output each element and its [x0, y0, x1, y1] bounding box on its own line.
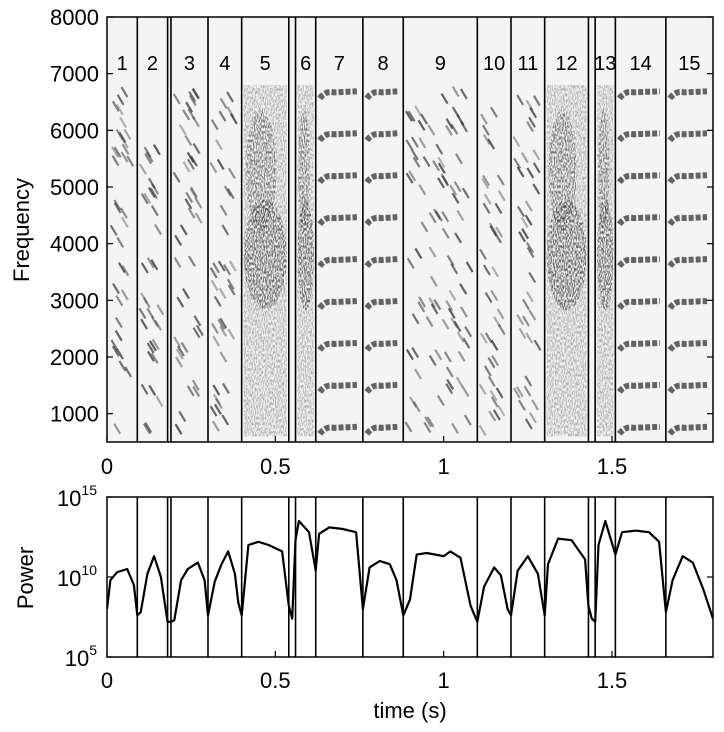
frequency-axis-label: Frequency	[9, 178, 34, 282]
top-time-tick-label: 1.5	[597, 454, 628, 479]
segment-labels: 1 2 3 4 5 6 7 8 9 10 11 12 13 14 15	[117, 53, 701, 75]
segment-texture-3	[172, 88, 204, 435]
segment-label: 14	[629, 53, 651, 75]
time-axis-label: time (s)	[373, 698, 446, 723]
time-tick-label: 0.5	[260, 668, 291, 693]
segment-label: 11	[517, 53, 538, 75]
power-tick-label: 1015	[57, 482, 97, 511]
segment-texture-11	[512, 94, 542, 430]
segment-texture-14	[616, 88, 660, 436]
frequency-tick-label: 4000	[50, 232, 99, 257]
spectrogram-marks	[109, 85, 708, 437]
segment-label: 13	[594, 53, 616, 75]
power-curve	[107, 519, 713, 623]
frequency-tick-label: 7000	[50, 62, 99, 87]
time-tick-label: 1.5	[597, 668, 628, 693]
segment-label: 1	[117, 53, 128, 75]
frequency-tick-label: 8000	[50, 5, 99, 30]
top-time-tick-label: 0.5	[260, 454, 291, 479]
frequency-axis-ticks: 1000 2000 3000 4000 5000 6000 7000 8000	[50, 5, 713, 427]
spectrogram-background	[107, 17, 713, 442]
frequency-tick-label: 6000	[50, 118, 99, 143]
segment-label: 6	[300, 53, 311, 75]
segment-texture-15	[667, 88, 708, 436]
frequency-tick-label: 2000	[50, 345, 99, 370]
top-time-axis-ticks: 0 0.5 1 1.5	[101, 436, 627, 479]
segment-texture-10	[478, 106, 506, 437]
segment-texture-8	[364, 88, 398, 436]
segment-texture-9	[404, 85, 474, 434]
spectrogram-panel: 1 2 3 4 5 6 7 8 9 10 11 12 13 14 15 100020003000400050…	[9, 5, 714, 479]
time-axis-ticks: 0 0.5 1 1.5	[101, 651, 627, 693]
segment-texture-13	[597, 85, 614, 437]
power-panel: 105 1010 1015 0 0.5 1 1.5 Power time (s)	[13, 482, 714, 723]
time-tick-label: 1	[438, 668, 450, 693]
power-axis-ticks: 105 1010 1015	[57, 482, 713, 671]
segment-texture-2	[138, 144, 165, 435]
spectrogram-frame	[106, 16, 714, 443]
power-tick-label: 105	[65, 642, 97, 671]
top-time-tick-label: 1	[438, 454, 450, 479]
segment-texture-12	[546, 85, 587, 437]
top-time-tick-label: 0	[101, 454, 113, 479]
segment-label: 12	[555, 53, 577, 75]
segment-texture-1	[109, 86, 135, 435]
segment-label: 9	[435, 53, 446, 75]
segment-texture-4	[209, 91, 238, 432]
frequency-tick-label: 1000	[50, 402, 99, 427]
segment-boundaries-bottom	[136, 497, 667, 657]
segment-label: 8	[378, 53, 389, 75]
power-tick-label: 1010	[57, 562, 97, 591]
segment-texture-5	[243, 85, 287, 437]
segment-label: 7	[334, 53, 345, 75]
power-axis-label: Power	[13, 547, 38, 609]
segment-label: 2	[147, 53, 158, 75]
frequency-tick-label: 3000	[50, 288, 99, 313]
segment-label: 3	[184, 53, 195, 75]
segment-boundaries-top	[136, 17, 667, 442]
frequency-tick-label: 5000	[50, 175, 99, 200]
segment-label: 10	[483, 53, 505, 75]
segment-label: 4	[219, 53, 230, 75]
time-tick-label: 0	[101, 668, 113, 693]
segment-texture-7	[317, 88, 357, 436]
segment-texture-6	[297, 85, 314, 437]
segment-label: 15	[678, 53, 700, 75]
segment-label: 5	[260, 53, 271, 75]
power-background	[107, 497, 713, 657]
